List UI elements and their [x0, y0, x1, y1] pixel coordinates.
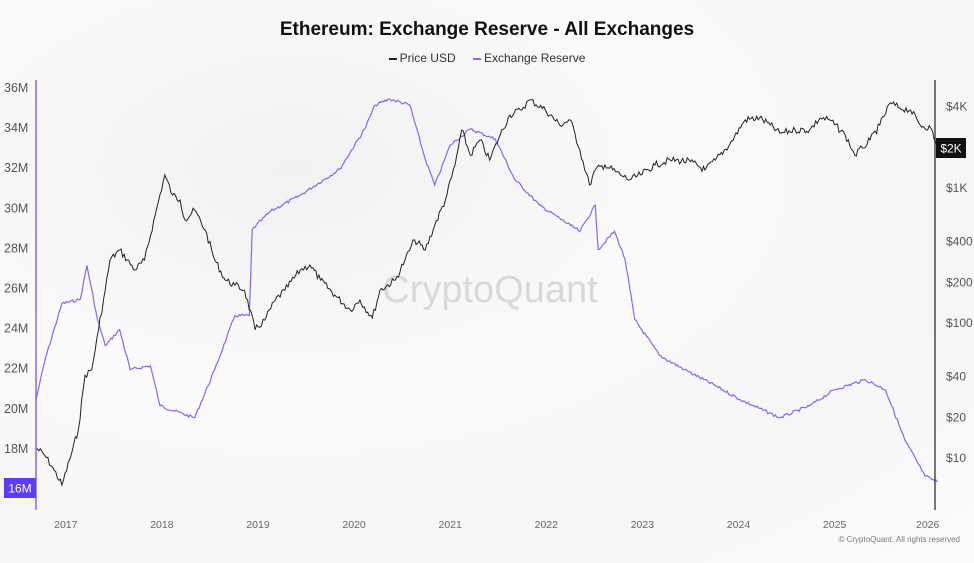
left-tick-label: 18M	[4, 442, 28, 456]
x-tick-label: 2017	[54, 519, 78, 531]
left-tick-label: 34M	[4, 121, 28, 135]
price-current-badge	[936, 138, 966, 158]
legend-item-reserve[interactable]: Exchange Reserve	[472, 51, 586, 65]
left-tick-label: 28M	[4, 241, 28, 255]
x-tick-label: 2020	[342, 519, 366, 531]
chart-title: Ethereum: Exchange Reserve - All Exchang…	[279, 19, 695, 40]
reserve-series-line	[35, 98, 938, 483]
copyright: © CryptoQuant. All rights reserved	[838, 535, 961, 544]
x-tick-label: 2019	[246, 519, 270, 531]
legend-item-price[interactable]: Price USD	[388, 51, 456, 65]
right-tick-label: $200	[946, 275, 973, 289]
right-tick-label: $20	[946, 410, 966, 424]
legend-swatch-reserve	[472, 58, 481, 60]
right-tick-label: $1K	[946, 181, 967, 195]
price-series-line	[35, 99, 938, 487]
price-current-label: $2K	[940, 142, 961, 156]
left-tick-label: 26M	[4, 282, 28, 296]
legend: Price USD Exchange Reserve	[0, 51, 974, 65]
x-tick-label: 2018	[150, 519, 174, 531]
right-tick-label: $4K	[946, 100, 967, 114]
x-tick-label: 2025	[823, 519, 847, 531]
left-tick-label: 22M	[4, 362, 28, 376]
x-tick-label: 2023	[631, 519, 655, 531]
left-tick-label: 32M	[4, 161, 28, 175]
reserve-current-label: 16M	[8, 482, 31, 496]
legend-swatch-price	[388, 58, 397, 60]
legend-label-price: Price USD	[399, 51, 456, 65]
right-tick-label: $10	[946, 451, 966, 465]
left-tick-label: 36M	[4, 81, 28, 95]
x-tick-label: 2021	[439, 519, 463, 531]
x-tick-label: 2026	[916, 519, 940, 531]
x-tick-label: 2024	[727, 519, 751, 531]
left-tick-label: 30M	[4, 201, 28, 215]
left-tick-label: 24M	[4, 322, 28, 336]
legend-label-reserve: Exchange Reserve	[483, 51, 586, 65]
reserve-current-badge	[4, 478, 36, 498]
right-tick-label: $400	[946, 235, 973, 249]
right-tick-label: $40	[946, 370, 966, 384]
left-tick-label: 20M	[4, 402, 28, 416]
right-tick-label: $100	[946, 316, 973, 330]
watermark: CryptoQuant	[382, 269, 598, 311]
x-tick-label: 2022	[535, 519, 559, 531]
